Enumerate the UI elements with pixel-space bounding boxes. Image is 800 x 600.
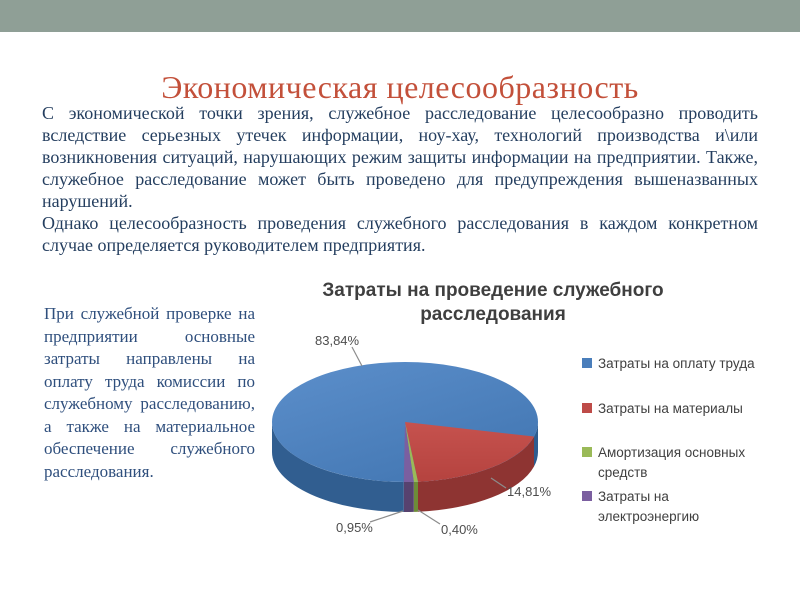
legend-item-labor: Затраты на оплату труда bbox=[582, 354, 755, 374]
legend-item-electricity: Затраты на электроэнергию bbox=[582, 487, 699, 527]
side-note: При служебной проверке на предприятии ос… bbox=[44, 304, 255, 481]
leader-line-labor bbox=[351, 346, 363, 367]
legend-item-depreciation: Амортизация основных средств bbox=[582, 443, 745, 483]
legend-label: Затраты на материалы bbox=[598, 401, 743, 416]
body-paragraph: С экономической точки зрения, служебное … bbox=[42, 103, 758, 211]
legend-label: Затраты на электроэнергию bbox=[598, 489, 700, 524]
data-label-electricity: 0,95% bbox=[336, 520, 373, 535]
pie-wall-depreciation bbox=[413, 481, 418, 512]
data-label-labor: 83,84% bbox=[315, 333, 360, 348]
chart-title: Затраты на проведение служебного расслед… bbox=[322, 280, 664, 325]
page-title: Экономическая целесообразность bbox=[161, 69, 639, 106]
legend-label: Затраты на оплату труда bbox=[598, 356, 755, 371]
legend-item-materials: Затраты на материалы bbox=[582, 399, 743, 419]
pie-wall-labor-left bbox=[272, 422, 404, 512]
data-label-materials: 14,81% bbox=[507, 484, 552, 499]
pie-slice-depreciation bbox=[405, 422, 418, 482]
pie-slice-electricity bbox=[403, 422, 414, 483]
legend-color-swatch-red bbox=[582, 403, 592, 413]
legend-color-swatch-purple bbox=[582, 491, 592, 501]
pie-slice-materials bbox=[405, 422, 534, 482]
legend-color-swatch-green bbox=[582, 447, 592, 457]
body-paragraph: Однако целесообразность проведения служе… bbox=[42, 213, 758, 255]
chart-legend: Затраты на оплату труда Затраты на матер… bbox=[582, 0, 797, 600]
pie-wall-labor-right bbox=[534, 422, 538, 467]
body-text-block: С экономической точки зрения, служебное … bbox=[42, 102, 758, 256]
leader-line-electricity bbox=[369, 510, 404, 523]
pie-wall-electricity bbox=[403, 481, 414, 513]
data-label-depreciation: 0,40% bbox=[441, 522, 478, 537]
pie-wall-materials bbox=[418, 436, 534, 512]
legend-color-swatch-blue bbox=[582, 358, 592, 368]
top-accent-band bbox=[0, 0, 800, 32]
pie-chart bbox=[272, 346, 538, 525]
legend-label: Амортизация основных средств bbox=[598, 445, 746, 480]
leader-line-materials bbox=[490, 477, 507, 489]
leader-line-depreciation bbox=[417, 509, 441, 525]
